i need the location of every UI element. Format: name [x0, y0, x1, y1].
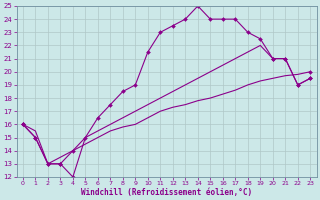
- X-axis label: Windchill (Refroidissement éolien,°C): Windchill (Refroidissement éolien,°C): [81, 188, 252, 197]
